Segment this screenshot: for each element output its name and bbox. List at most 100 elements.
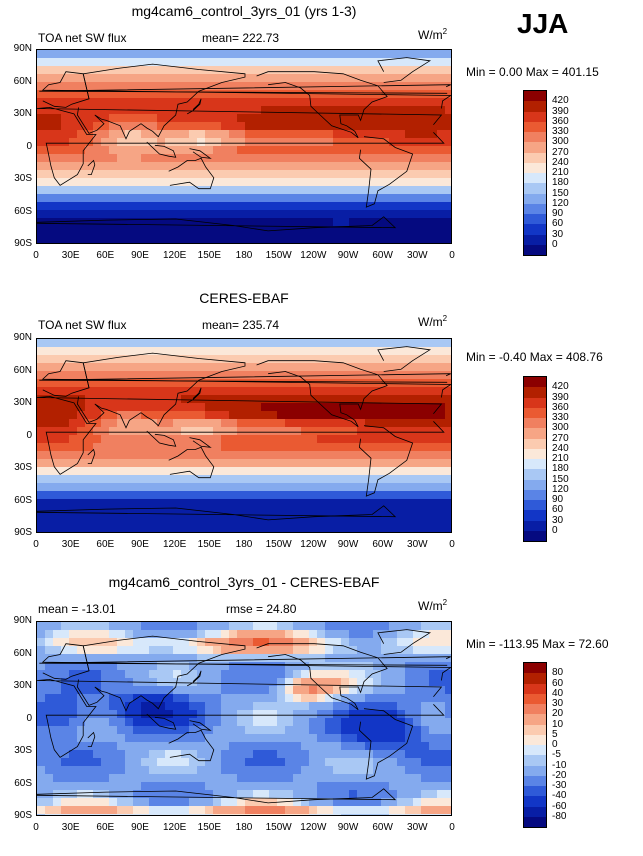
heatmap-cell [45, 234, 54, 243]
heatmap-cell [149, 622, 158, 631]
coastline [168, 157, 215, 190]
colorbar-label: 40 [552, 687, 564, 699]
heatmap-cell [413, 814, 422, 815]
heatmap-cell [189, 483, 198, 492]
heatmap-cell [389, 242, 398, 243]
heatmap-cell [277, 186, 286, 195]
heatmap-cell [237, 702, 246, 711]
heatmap-cell [253, 443, 262, 452]
heatmap-cell [173, 459, 182, 468]
heatmap-cell [133, 419, 142, 428]
heatmap-cell [85, 710, 94, 719]
heatmap-cell [389, 387, 398, 396]
heatmap-cell [237, 515, 246, 524]
heatmap-cell [157, 170, 166, 179]
heatmap-cell [325, 443, 334, 452]
heatmap-cell [221, 82, 230, 91]
heatmap-cell [413, 419, 422, 428]
heatmap-cell [413, 790, 422, 799]
heatmap-cell [309, 355, 318, 364]
heatmap-cell [349, 638, 358, 647]
heatmap-cell [365, 790, 374, 799]
heatmap-cell [69, 726, 78, 735]
heatmap-cell [405, 742, 414, 751]
colorbar-label: 60 [552, 218, 564, 230]
heatmap-cell [429, 726, 438, 735]
heatmap-cell [229, 630, 238, 639]
heatmap-cell [309, 162, 318, 171]
heatmap-cell [77, 339, 86, 348]
heatmap-cell [413, 806, 422, 815]
heatmap-cell [261, 499, 270, 508]
x-tick-label: 120E [162, 822, 187, 833]
heatmap-cell [229, 515, 238, 524]
heatmap-cell [221, 363, 230, 372]
heatmap-cell [197, 138, 206, 147]
heatmap-cell [437, 742, 446, 751]
heatmap-cell [213, 726, 222, 735]
heatmap-cell [261, 411, 270, 420]
colorbar-label: 330 [552, 412, 569, 423]
heatmap-cell [373, 170, 382, 179]
heatmap-cell [213, 66, 222, 75]
heatmap-cell [53, 363, 62, 372]
heatmap-cell [277, 686, 286, 695]
heatmap-cell [341, 178, 350, 187]
heatmap-cell [77, 774, 86, 783]
heatmap-cell [165, 234, 174, 243]
heatmap-cell [93, 467, 102, 476]
heatmap-cell [245, 646, 254, 655]
heatmap-cell [349, 146, 358, 155]
heatmap-cell [173, 427, 182, 436]
heatmap-cell [269, 218, 278, 227]
heatmap-cell [325, 154, 334, 163]
heatmap-cell [445, 507, 451, 516]
heatmap-cell [173, 363, 182, 372]
heatmap-cell [373, 395, 382, 404]
heatmap-cell [269, 670, 278, 679]
heatmap-cell [445, 798, 451, 807]
heatmap-cell [445, 74, 451, 83]
heatmap-cell [381, 114, 390, 123]
heatmap-cell [389, 210, 398, 219]
heatmap-cell [237, 774, 246, 783]
heatmap-cell [197, 90, 206, 99]
heatmap-cell [229, 138, 238, 147]
heatmap-cell [45, 90, 54, 99]
heatmap-cell [157, 154, 166, 163]
heatmap-cell [437, 451, 446, 460]
y-tick-label: 60N [13, 75, 32, 87]
heatmap-cell [85, 499, 94, 508]
colorbar-swatch [524, 745, 546, 756]
heatmap-cell [229, 58, 238, 67]
heatmap-cell [213, 702, 222, 711]
heatmap-cell [405, 814, 414, 815]
heatmap-cell [181, 726, 190, 735]
heatmap-cell [93, 50, 102, 59]
heatmap-cell [101, 162, 110, 171]
heatmap-cell [413, 355, 422, 364]
heatmap-cell [189, 774, 198, 783]
heatmap-cell [389, 234, 398, 243]
heatmap-cell [157, 427, 166, 436]
heatmap-cell [333, 686, 342, 695]
heatmap-cell [173, 806, 182, 815]
heatmap-cell [317, 138, 326, 147]
heatmap-cell [293, 74, 302, 83]
heatmap-cell [421, 734, 430, 743]
heatmap-cell [125, 531, 134, 532]
heatmap-cell [253, 499, 262, 508]
heatmap-cell [141, 483, 150, 492]
heatmap-cell [413, 395, 422, 404]
heatmap-cell [101, 766, 110, 775]
heatmap-cell [189, 98, 198, 107]
heatmap-cell [85, 114, 94, 123]
heatmap-cell [53, 742, 62, 751]
heatmap-cell [93, 451, 102, 460]
heatmap-cell [389, 178, 398, 187]
heatmap-cell [421, 702, 430, 711]
heatmap-cell [277, 427, 286, 436]
heatmap-cell [213, 178, 222, 187]
heatmap-cell [261, 718, 270, 727]
heatmap-cell [117, 798, 126, 807]
